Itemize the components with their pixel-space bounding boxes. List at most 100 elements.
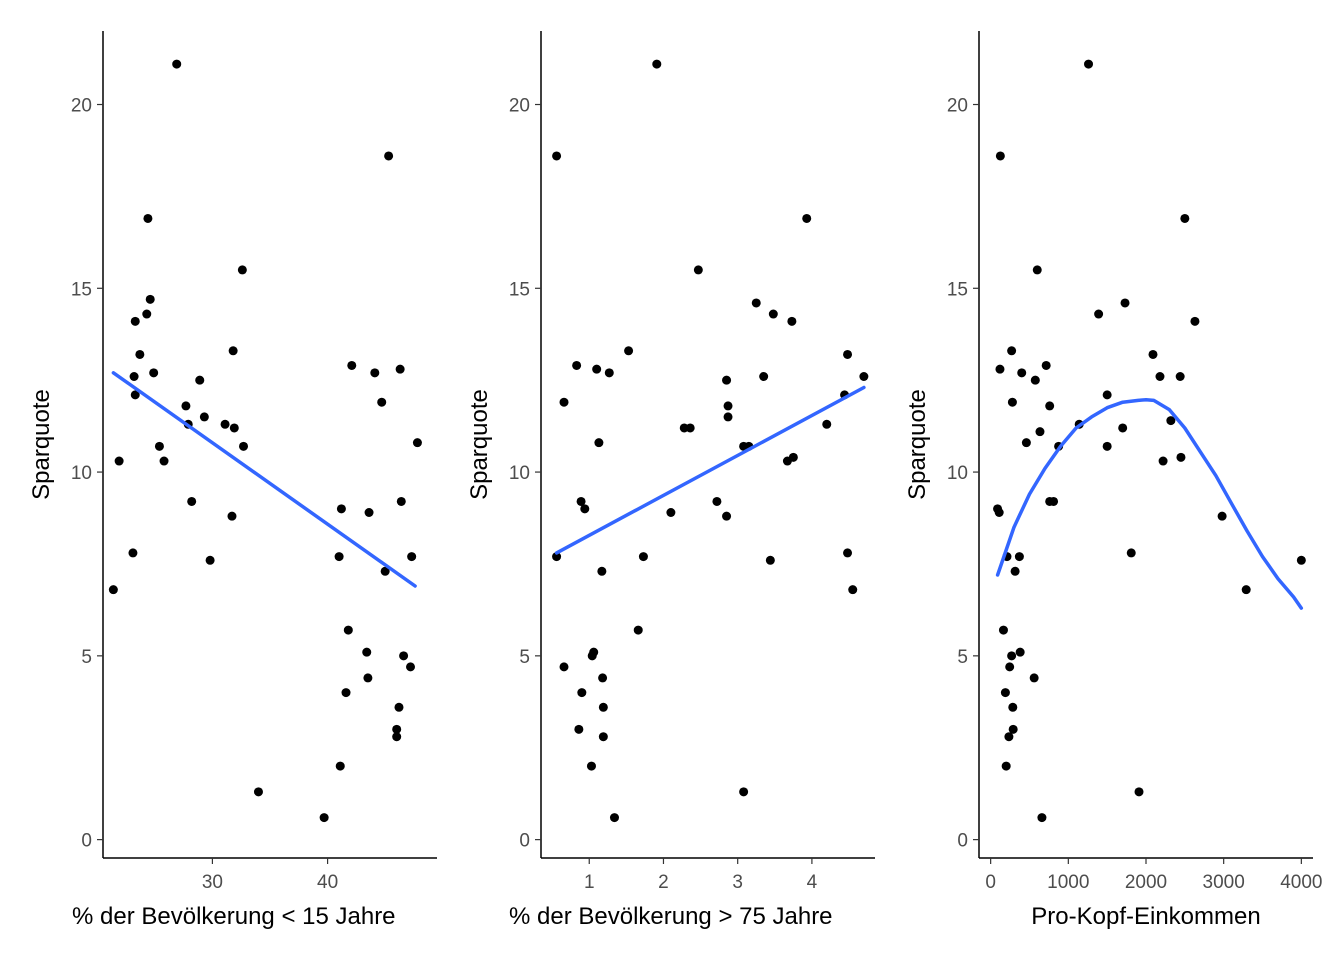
data-point [848,585,858,595]
data-point [1045,401,1055,411]
data-point [341,688,351,698]
data-point [395,364,405,374]
data-point [1008,702,1018,712]
data-point [108,585,118,595]
data-point [363,673,373,683]
y-tick-label: 20 [71,96,92,117]
data-point [1134,787,1144,797]
data-point [1029,673,1039,683]
data-point [598,732,608,742]
data-point [609,813,619,823]
data-point [1030,375,1040,385]
data-point [693,265,703,275]
y-tick-label: 10 [71,463,92,484]
data-point [1241,585,1251,595]
data-point [1004,732,1014,742]
y-tick-label: 5 [957,647,968,668]
panel-1: 0 5 10 15 20 30 40 Sparquote % der Bevölkerung <… [28,31,437,930]
y-tick-label: 10 [509,463,530,484]
data-point [172,59,182,69]
data-point [1102,390,1112,400]
data-point [187,496,197,506]
data-point [995,151,1005,161]
fit-line [995,397,1304,610]
data-point [145,294,155,304]
data-point [1120,298,1130,308]
data-point [1035,427,1045,437]
data-point [652,59,662,69]
data-point [377,397,387,407]
data-point [1155,372,1165,382]
data-point [1190,316,1200,326]
data-point [574,724,584,734]
data-point [995,364,1005,374]
y-tick-label: 0 [957,831,968,852]
data-point [1049,496,1059,506]
x-axis-title: % der Bevölkerung > 75 Jahre [509,903,833,930]
y-tick-label: 15 [947,279,968,300]
y-tick-label: 20 [509,96,530,117]
data-point [597,566,607,576]
data-point [723,412,733,422]
y-tick-label: 0 [81,831,92,852]
data-point [572,360,582,370]
data-point [407,552,417,562]
data-point [159,456,169,466]
data-point [998,625,1008,635]
data-point [394,702,404,712]
data-point [199,412,209,422]
data-point [994,507,1004,517]
data-point [364,507,374,517]
data-point [751,298,761,308]
data-point [559,397,569,407]
data-point [580,504,590,514]
data-point [594,438,604,448]
data-point [195,375,205,385]
y-axis-title: Sparquote [904,389,931,500]
x-tick-label: 0 [985,872,996,893]
data-point [765,555,775,565]
x-tick-label: 1000 [1047,872,1089,893]
data-point [1118,423,1128,433]
data-point [1017,368,1027,378]
data-point [722,375,732,385]
data-point [1102,441,1112,451]
data-point [343,625,353,635]
y-tick-label: 10 [947,463,968,484]
data-point [1008,724,1018,734]
data-point [822,419,832,429]
data-point [624,346,634,356]
data-point [237,265,247,275]
x-tick-label: 30 [202,872,223,893]
data-point [592,364,602,374]
data-point [253,787,263,797]
data-point [759,372,769,382]
data-point [589,647,599,657]
data-point [552,552,562,562]
data-point [319,813,329,823]
data-point [586,761,596,771]
data-point [1014,552,1024,562]
data-point [1007,651,1017,661]
data-point [787,316,797,326]
data-point [1084,59,1094,69]
data-point [229,423,239,433]
data-point [633,625,643,635]
x-tick-label: 3000 [1203,872,1245,893]
y-tick-label: 20 [947,96,968,117]
panel-2: 0 5 10 15 20 1 2 3 4 Sparquote % der Bevölkerung >… [466,31,875,930]
data-point [130,390,140,400]
data-point [1094,309,1104,319]
x-tick-label: 1 [584,872,595,893]
data-point [552,151,562,161]
data-point [142,309,152,319]
y-tick-label: 15 [71,279,92,300]
data-point [604,368,614,378]
data-point [685,423,695,433]
data-point [1180,213,1190,223]
data-point [399,651,409,661]
data-point [334,552,344,562]
data-point [239,441,249,451]
data-point [114,456,124,466]
